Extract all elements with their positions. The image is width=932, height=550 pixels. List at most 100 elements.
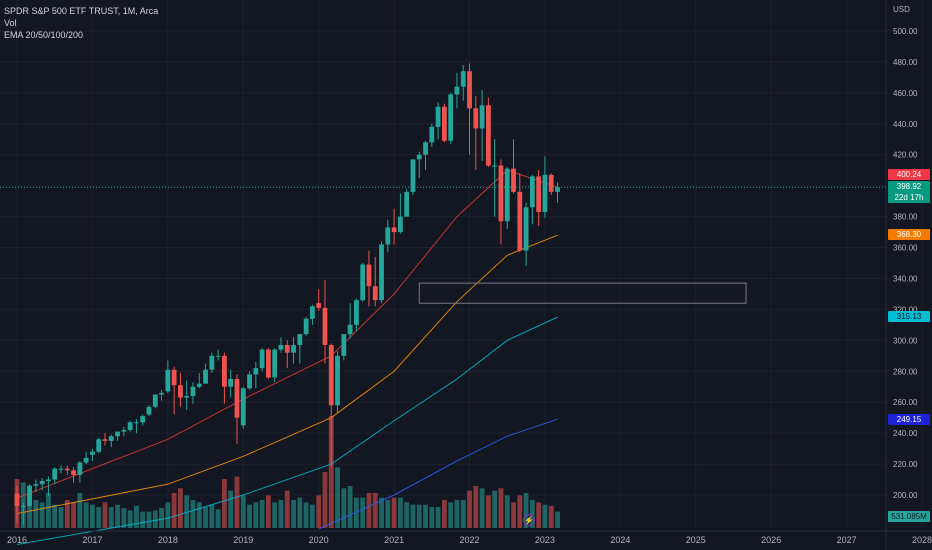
time-tick-label: 2016 [7,535,27,545]
volume-bar [27,490,32,528]
candle-body [454,86,460,95]
volume-bar [121,508,127,528]
candle-body [366,264,372,287]
price-tick-label: 300.00 [893,336,918,345]
time-tick-label: 2022 [460,535,480,545]
candle-body [127,422,133,431]
drawings [0,186,886,304]
currency-label: USD [893,5,910,14]
price-tick-label: 200.00 [893,491,918,500]
time-tick-label: 2024 [610,535,630,545]
candle-body [58,468,64,470]
candle-body [297,334,303,345]
candle-body [303,318,309,335]
time-tick-label: 2026 [761,535,781,545]
volume-bar [523,493,529,528]
volume-bar [108,507,114,528]
volume-bar [548,505,554,528]
candle-body [203,369,208,384]
volume-bar [492,490,498,528]
time-tick-label: 2019 [233,535,253,545]
time-tick-label: 2028 [912,535,932,545]
volume-bar [33,500,39,528]
candle-body [360,264,366,301]
volume-bar [391,497,397,528]
volume-bar [441,500,447,528]
time-tick-label: 2018 [158,535,178,545]
volume-bar [253,502,259,528]
candle-body [309,306,315,319]
candle-body [322,307,328,345]
candle-body [536,176,542,212]
candle-body [77,462,83,475]
candle-body [404,191,410,217]
volume-bar [96,507,102,528]
candle-body [391,227,397,233]
volume-bar [341,488,347,528]
symbol-title[interactable]: SPDR S&P 500 ETF TRUST, 1M, Arca [4,6,159,16]
candle-body [423,142,428,155]
candle-body [479,105,485,129]
candle-body [102,439,108,441]
candle-body [159,392,164,395]
volume-bar [397,497,403,528]
volume-bar [335,467,340,528]
ema100-line [16,316,558,545]
price-tick-label: 420.00 [893,151,918,160]
candle-body [39,481,45,485]
volume-bar [178,488,183,528]
candle-body [448,94,454,141]
volume-bar [410,504,416,528]
candle-body [353,300,359,325]
volume-indicator-label[interactable]: Vol [4,18,17,28]
volume-bar [504,495,510,528]
volume-bar [485,495,491,528]
volume-bar [429,507,435,528]
volume-bar [404,502,410,528]
volume-bar [372,493,378,528]
volume-bar [322,472,328,528]
volume-bar [234,476,240,528]
volume-bar [416,504,422,528]
ema200-line [318,418,558,530]
candle-body [134,422,139,424]
price-tick-label: 220.00 [893,460,918,469]
candle-body [253,368,259,375]
volume-bar [479,488,485,528]
price-tick-label: 480.00 [893,58,918,67]
candle-body [234,379,240,418]
volume-bar [196,502,202,528]
lightning-icon[interactable]: ⚡ [523,514,535,526]
candle-body [410,159,416,192]
candle-body [498,165,504,222]
volume-bar [353,497,359,528]
volume-bar [127,510,133,528]
volume-bar [247,504,252,528]
ema-indicator-label[interactable]: EMA 20/50/100/200 [4,30,84,40]
candle-body [529,176,535,208]
volume-bar [115,504,120,528]
volume-bar [146,511,152,528]
candle-body [222,355,227,387]
candle-body [152,394,158,407]
candle-body [347,324,353,335]
volume-bar [529,500,535,528]
volume-bar [159,508,164,528]
volume-bar [360,497,366,528]
candle-body [115,431,120,437]
volume-bar [203,507,208,528]
support-zone-rectangle [418,282,747,304]
volume-bar [90,504,95,528]
candle-body [284,344,290,353]
candle-body [278,344,284,350]
candle-body [64,468,70,471]
candle-body [542,174,548,212]
price-tick-label: 320.00 [893,305,918,314]
candle-body [196,383,202,387]
candle-body [429,126,435,143]
candle-body [473,108,479,129]
open-price-badge: 400.24 [888,169,930,180]
volume-bar [473,486,479,528]
volume-bar [190,500,196,528]
